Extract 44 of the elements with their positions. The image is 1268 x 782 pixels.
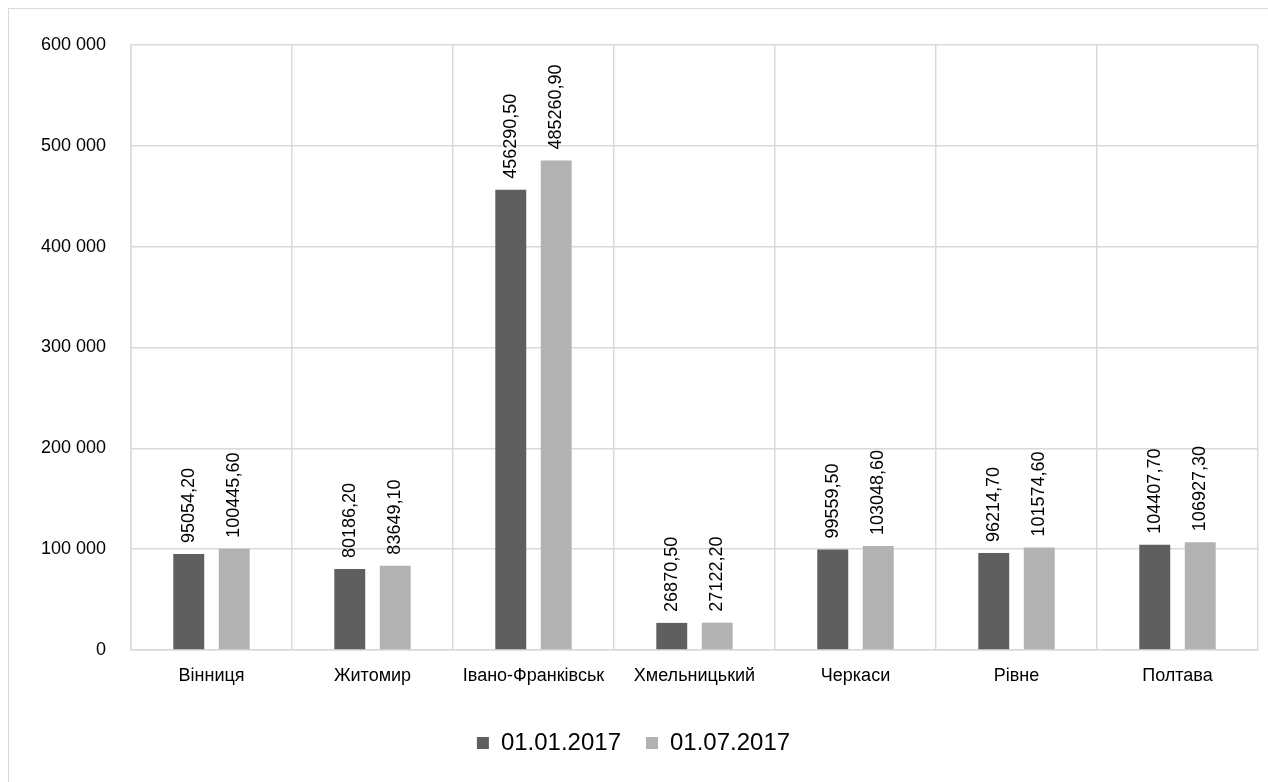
bar xyxy=(218,548,250,650)
x-tick-label: Житомир xyxy=(333,664,412,685)
y-tick-label: 200 000 xyxy=(40,437,106,458)
data-label: 485260,90 xyxy=(545,64,566,150)
data-label: 103048,60 xyxy=(867,449,888,536)
x-tick-label: Івано-Франківськ xyxy=(462,664,605,685)
data-label: 100445,60 xyxy=(223,452,244,538)
data-label: 101574,60 xyxy=(1028,451,1049,537)
data-label: 83649,10 xyxy=(384,479,405,555)
legend-label: 01.07.2017 xyxy=(670,727,791,755)
x-tick-label: Хмельницький xyxy=(633,664,756,685)
bar xyxy=(701,622,733,650)
y-tick-label: 300 000 xyxy=(40,336,106,357)
y-tick-label: 600 000 xyxy=(40,33,106,54)
data-label: 95054,20 xyxy=(177,468,198,544)
x-tick-label: Черкаси xyxy=(820,664,891,685)
x-tick-label: Полтава xyxy=(1142,664,1214,685)
data-label: 104407,70 xyxy=(1143,448,1164,534)
bar xyxy=(817,549,849,650)
data-label: 99559,50 xyxy=(821,463,842,539)
data-label: 80186,20 xyxy=(338,483,359,559)
bar xyxy=(495,189,527,650)
bar xyxy=(1139,544,1171,650)
bar xyxy=(978,552,1010,650)
x-tick-label: Рівне xyxy=(993,664,1040,685)
bar xyxy=(334,569,366,650)
y-tick-label: 100 000 xyxy=(40,538,106,559)
bar xyxy=(1023,547,1055,650)
bar xyxy=(656,622,688,650)
data-label: 456290,50 xyxy=(499,93,520,179)
y-tick-label: 400 000 xyxy=(40,235,106,256)
data-label: 96214,70 xyxy=(982,466,1003,542)
bar xyxy=(1184,542,1216,650)
legend-label: 01.01.2017 xyxy=(500,727,622,755)
bar xyxy=(173,554,205,650)
x-tick-label: Вінниця xyxy=(178,664,245,685)
bar xyxy=(379,565,411,650)
bar xyxy=(540,160,572,650)
data-label: 27122,20 xyxy=(706,536,727,612)
data-label: 106927,30 xyxy=(1189,446,1210,532)
y-tick-label: 0 xyxy=(95,638,106,659)
bar xyxy=(862,546,894,650)
y-tick-label: 500 000 xyxy=(40,134,106,155)
data-label: 26870,50 xyxy=(660,536,681,612)
